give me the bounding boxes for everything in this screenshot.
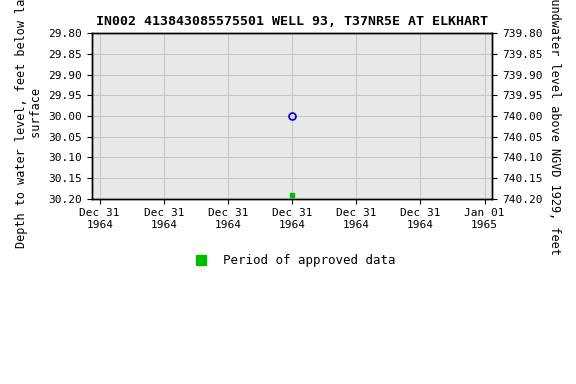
Legend: Period of approved data: Period of approved data [183, 249, 401, 272]
Title: IN002 413843085575501 WELL 93, T37NR5E AT ELKHART: IN002 413843085575501 WELL 93, T37NR5E A… [96, 15, 488, 28]
Y-axis label: Depth to water level, feet below land
 surface: Depth to water level, feet below land su… [15, 0, 43, 248]
Y-axis label: Groundwater level above NGVD 1929, feet: Groundwater level above NGVD 1929, feet [548, 0, 561, 255]
